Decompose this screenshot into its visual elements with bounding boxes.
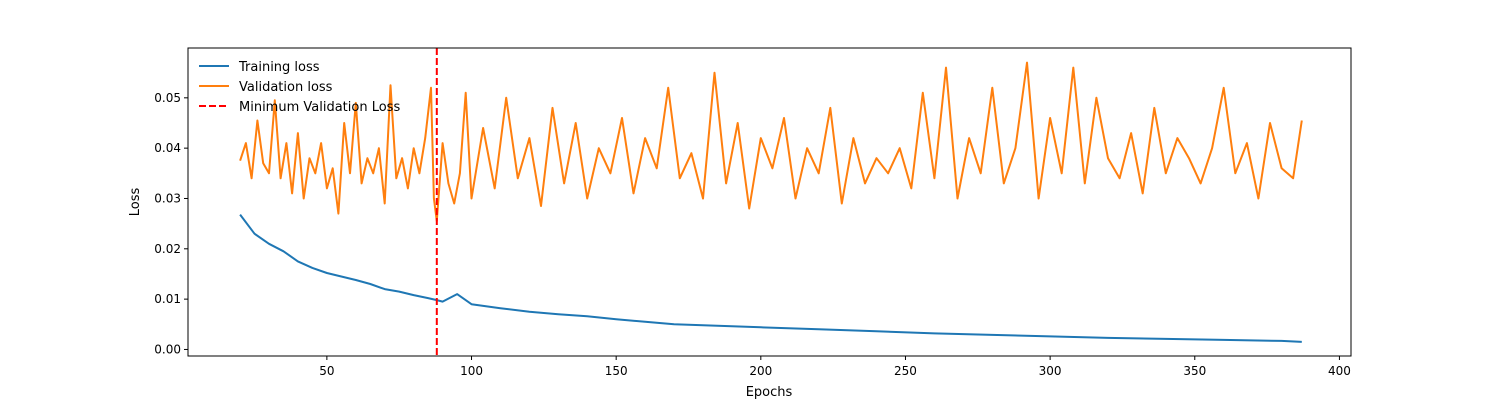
x-tick-label: 400 (1328, 364, 1351, 378)
y-tick-label: 0.04 (154, 141, 181, 155)
y-tick-label: 0.03 (154, 191, 181, 205)
series-layer (239, 48, 1303, 356)
axes-frame (187, 47, 1352, 357)
y-axis: 0.00 0.01 0.02 0.03 0.04 0.05 (154, 91, 188, 356)
legend-label: Minimum Validation Loss (239, 100, 400, 115)
x-tick-label: 250 (894, 364, 917, 378)
x-tick-label: 50 (319, 364, 334, 378)
x-axis-title: Epochs (746, 385, 793, 400)
series-line-0 (239, 213, 1302, 343)
legend-label: Training loss (238, 60, 320, 75)
legend-label: Validation loss (239, 80, 333, 95)
series-line-1 (239, 61, 1303, 223)
legend: Training loss Validation loss Minimum Vali… (199, 60, 400, 115)
y-tick-label: 0.05 (154, 91, 181, 105)
y-tick-label: 0.01 (154, 292, 181, 306)
y-tick-label: 0.00 (154, 342, 181, 356)
plot-area (187, 47, 1352, 357)
x-tick-label: 100 (460, 364, 483, 378)
x-tick-label: 150 (605, 364, 628, 378)
y-tick-label: 0.02 (154, 242, 181, 256)
x-tick-label: 350 (1183, 364, 1206, 378)
x-axis: 50 100 150 200 250 300 350 400 (319, 356, 1351, 378)
y-axis-title: Loss (128, 188, 143, 217)
x-tick-label: 300 (1039, 364, 1062, 378)
x-tick-label: 200 (749, 364, 772, 378)
